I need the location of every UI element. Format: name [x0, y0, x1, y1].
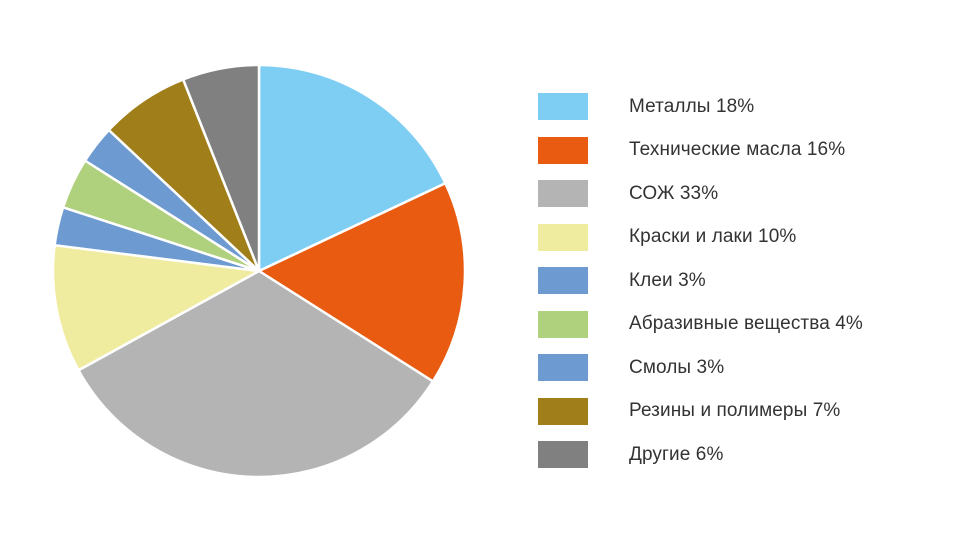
legend-item: Металлы 18% [538, 85, 863, 129]
legend-swatch [538, 93, 588, 121]
pie-slice-3 [51, 243, 261, 372]
pie-slices [51, 63, 467, 479]
legend-item: Резины и полимеры 7% [538, 390, 863, 434]
legend-swatch [538, 441, 588, 469]
legend-item: Абразивные вещества 4% [538, 303, 863, 347]
legend-item: Технические масла 16% [538, 129, 863, 173]
legend-label: Металлы 18% [629, 95, 755, 117]
pie-slice-1 [257, 182, 467, 383]
legend-label: Технические масла 16% [629, 139, 846, 161]
legend-item: Клеи 3% [538, 259, 863, 303]
legend-label: Клеи 3% [629, 269, 706, 291]
legend-label: Смолы 3% [629, 356, 725, 378]
legend-label: СОЖ 33% [629, 182, 719, 204]
legend-item: Краски и лаки 10% [538, 216, 863, 260]
legend-item: Другие 6% [538, 433, 863, 477]
legend-label: Абразивные вещества 4% [629, 313, 863, 335]
legend-swatch [538, 397, 588, 425]
pie-slice-8 [181, 63, 261, 273]
legend-item: СОЖ 33% [538, 172, 863, 216]
legend-swatch [538, 267, 588, 295]
legend-label: Резины и полимеры 7% [629, 400, 841, 422]
legend-swatch [538, 136, 588, 164]
pie-slice-0 [257, 63, 447, 273]
legend-label: Краски и лаки 10% [629, 226, 797, 248]
legend-label: Другие 6% [629, 443, 724, 465]
chart-legend: Металлы 18% Технические масла 16% СОЖ 33% К… [538, 85, 863, 477]
legend-swatch [538, 310, 588, 338]
legend-swatch [538, 180, 588, 208]
legend-swatch [538, 354, 588, 382]
legend-item: Смолы 3% [538, 346, 863, 390]
legend-swatch [538, 223, 588, 251]
